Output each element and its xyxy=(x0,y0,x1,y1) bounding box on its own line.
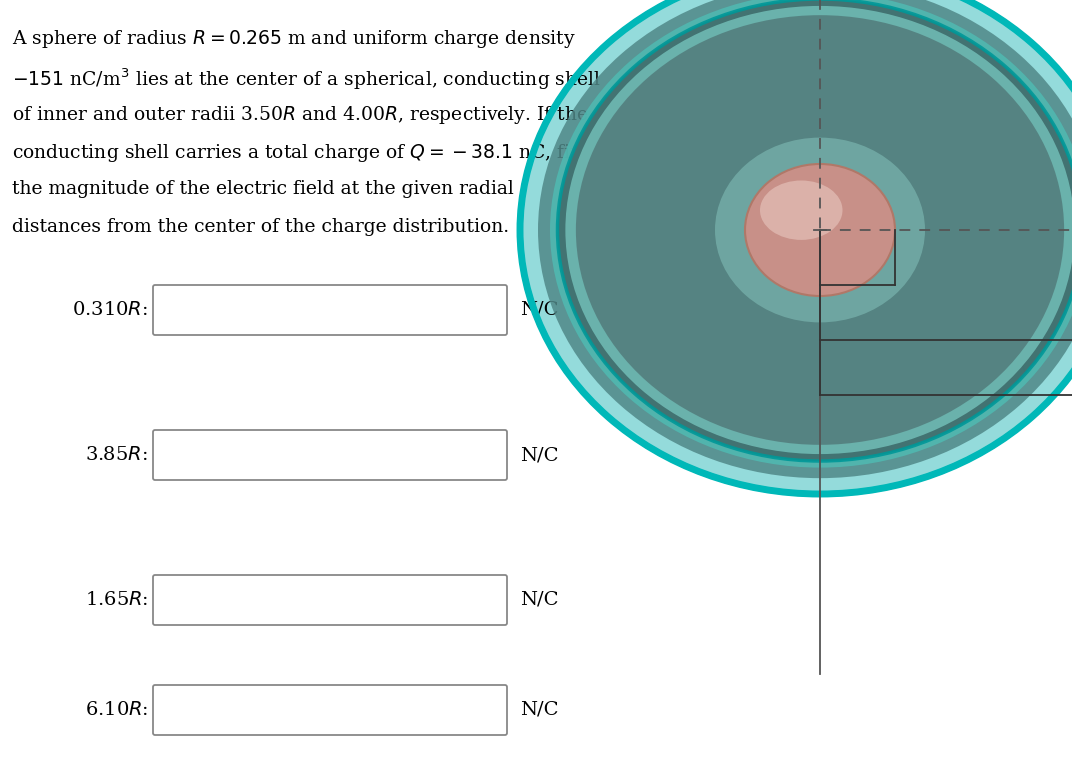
Text: A sphere of radius $R = 0.265$ m and uniform charge density: A sphere of radius $R = 0.265$ m and uni… xyxy=(12,28,576,50)
Ellipse shape xyxy=(715,137,925,322)
Text: conducting shell carries a total charge of $Q = -38.1$ nC, find: conducting shell carries a total charge … xyxy=(12,142,595,164)
Text: 4.00$R$: 4.00$R$ xyxy=(973,359,1026,377)
Ellipse shape xyxy=(760,180,843,240)
Text: 6.10$R$:: 6.10$R$: xyxy=(85,701,148,719)
Text: $-151$ nC/m$^3$ lies at the center of a spherical, conducting shell: $-151$ nC/m$^3$ lies at the center of a … xyxy=(12,66,601,91)
Text: $R$: $R$ xyxy=(859,249,872,267)
Text: distances from the center of the charge distribution.: distances from the center of the charge … xyxy=(12,218,509,236)
Text: N/C: N/C xyxy=(520,701,559,719)
Ellipse shape xyxy=(520,0,1072,494)
Ellipse shape xyxy=(550,0,1072,467)
Ellipse shape xyxy=(557,0,1072,461)
Text: 1.65$R$:: 1.65$R$: xyxy=(85,591,148,609)
Ellipse shape xyxy=(576,15,1064,445)
Text: 0.310$R$:: 0.310$R$: xyxy=(72,301,148,319)
FancyBboxPatch shape xyxy=(153,575,507,625)
Text: of inner and outer radii 3.50$R$ and 4.00$R$, respectively. If the: of inner and outer radii 3.50$R$ and 4.0… xyxy=(12,104,589,126)
Text: N/C: N/C xyxy=(520,301,559,319)
Text: 3.50$R$: 3.50$R$ xyxy=(944,303,998,321)
Ellipse shape xyxy=(745,164,895,296)
FancyBboxPatch shape xyxy=(153,285,507,335)
Text: N/C: N/C xyxy=(520,446,559,464)
Text: 3.85$R$:: 3.85$R$: xyxy=(86,446,148,464)
Text: N/C: N/C xyxy=(520,591,559,609)
Text: the magnitude of the electric field at the given radial: the magnitude of the electric field at t… xyxy=(12,180,513,198)
Ellipse shape xyxy=(565,6,1072,454)
FancyBboxPatch shape xyxy=(153,430,507,480)
Ellipse shape xyxy=(538,0,1072,478)
FancyBboxPatch shape xyxy=(153,685,507,735)
